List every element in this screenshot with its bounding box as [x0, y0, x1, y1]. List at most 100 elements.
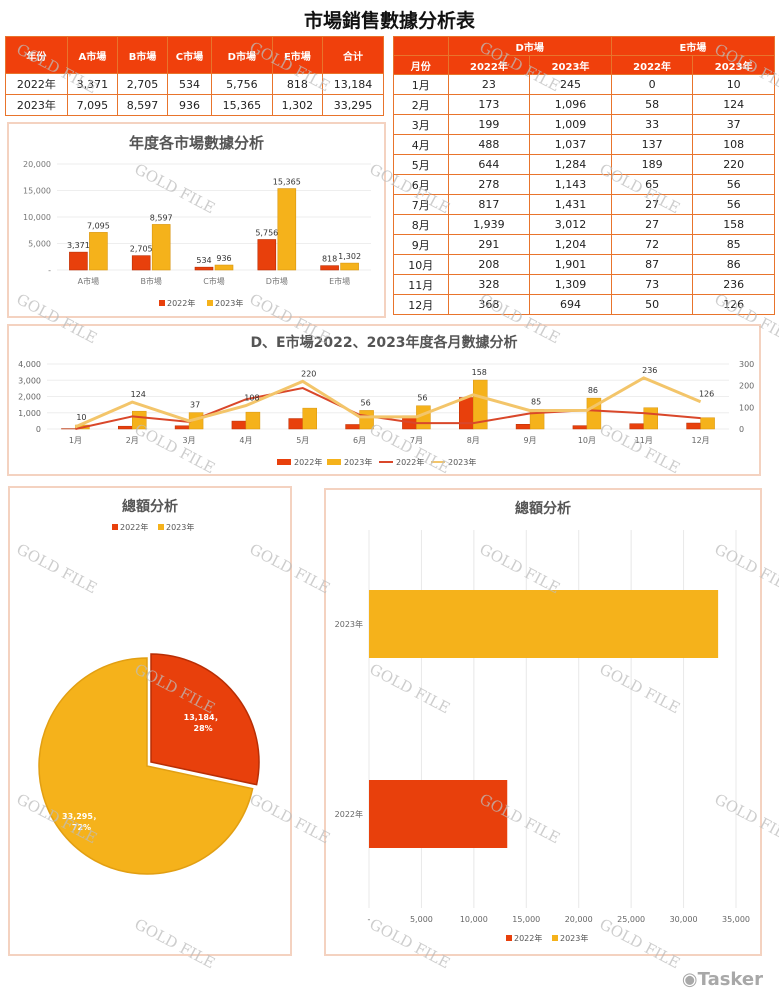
legend-label: 2022年	[396, 457, 424, 467]
data-label: 5,756	[255, 228, 278, 237]
monthly-cell: 10	[692, 74, 775, 95]
monthly-cell: 3月	[393, 114, 449, 135]
monthly-cell: 1,096	[529, 94, 612, 115]
monthly-cell: 189	[610, 154, 694, 175]
monthly-cell: 220	[692, 154, 775, 175]
data-label: 10	[76, 413, 86, 422]
monthly-cell: 488	[447, 134, 531, 155]
monthly-cell: 1,939	[447, 214, 531, 235]
monthly-row: 6月 278 1,143 65 56	[393, 174, 775, 195]
x-tick-label: 3月	[183, 436, 196, 445]
bar	[700, 417, 715, 430]
legend-label: 2023年	[344, 457, 372, 467]
summary-col-header: 合计	[321, 36, 385, 74]
x-tick-label: 4月	[239, 436, 252, 445]
bar	[214, 264, 234, 271]
y-tick-label: 4,000	[18, 360, 41, 369]
data-label: 534	[196, 256, 211, 265]
legend-swatch	[159, 300, 165, 306]
series-line	[74, 376, 702, 429]
monthly-cell: 126	[692, 294, 775, 315]
monthly-cell: 27	[610, 214, 694, 235]
monthly-chart-title: D、E市場2022、2023年度各月數據分析	[250, 335, 518, 351]
y-tick-label: 5,000	[28, 240, 51, 249]
legend-label: 2023年	[215, 298, 243, 308]
summary-row: 2022年 3,371 2,705 534 5,756 818 13,184	[5, 73, 385, 95]
bar	[345, 424, 360, 430]
legend-swatch	[506, 935, 512, 941]
monthly-cell: 8月	[393, 214, 449, 235]
monthly-corner-cell	[393, 36, 449, 56]
monthly-cell: 644	[447, 154, 531, 175]
monthly-row: 2月 173 1,096 58 124	[393, 94, 775, 115]
legend-label: 2022年	[167, 298, 195, 308]
monthly-cell: 6月	[393, 174, 449, 195]
bar	[89, 232, 108, 271]
monthly-cell: 124	[692, 94, 775, 115]
summary-cell: 1,302	[271, 94, 323, 116]
y2-tick-label: 300	[739, 360, 754, 369]
y2-tick-label: 0	[739, 425, 744, 434]
legend-swatch	[158, 524, 164, 530]
monthly-cell: 173	[447, 94, 531, 115]
monthly-cell: 817	[447, 194, 531, 215]
monthly-cell: 0	[610, 74, 694, 95]
legend-label: 2022年	[294, 457, 322, 467]
legend-swatch	[277, 459, 291, 465]
summary-cell: 7,095	[66, 94, 118, 116]
monthly-cell: 37	[692, 114, 775, 135]
data-label: 8,597	[150, 213, 173, 222]
x-tick-label: 20,000	[565, 915, 593, 924]
legend: 2022年 2023年	[159, 298, 243, 308]
d-market-header: D市場	[447, 36, 612, 56]
x-tick-label: 15,000	[512, 915, 540, 924]
data-label: 37	[190, 401, 200, 410]
monthly-cell: 10月	[393, 254, 449, 275]
monthly-cell: 158	[692, 214, 775, 235]
y-tick-label: -	[48, 266, 51, 275]
x-tick-label: E市場	[329, 276, 350, 286]
hbar-chart-title: 總額分析	[515, 501, 571, 517]
data-label: 56	[360, 398, 370, 407]
monthly-cell: 1,309	[529, 274, 612, 295]
x-tick-label: 7月	[410, 436, 423, 445]
summary-col-header: 年份	[5, 36, 68, 74]
x-tick-label: 30,000	[670, 915, 698, 924]
legend: 2022年 2023年	[506, 933, 588, 943]
pie-slice	[38, 657, 254, 875]
monthly-cell: 3,012	[529, 214, 612, 235]
bar	[320, 265, 339, 271]
x-tick-label: 9月	[524, 436, 537, 445]
bar	[572, 425, 588, 430]
x-tick-label: 10,000	[460, 915, 488, 924]
bar	[151, 224, 171, 271]
monthly-cell: 33	[610, 114, 694, 135]
x-tick-label: C市場	[203, 276, 225, 286]
data-label: 158	[472, 368, 487, 377]
bar	[686, 422, 701, 430]
summary-cell: 8,597	[116, 94, 169, 116]
monthly-cell: 108	[692, 134, 775, 155]
monthly-group-header-row: D市場 E市場	[393, 36, 776, 56]
summary-cell: 534	[167, 73, 212, 95]
monthly-cell: 368	[447, 294, 531, 315]
bar	[302, 407, 317, 430]
monthly-cell: 23	[447, 74, 531, 95]
monthly-cell: 7月	[393, 194, 449, 215]
monthly-cell: 85	[692, 234, 775, 255]
legend-swatch	[112, 524, 118, 530]
x-tick-label: 12月	[691, 436, 709, 445]
page-title: 市場銷售數據分析表	[303, 10, 475, 32]
year-header: 2022年	[610, 55, 694, 75]
market-bar-chart-panel: 年度各市場數據分析 - 5,000 10,000 15,000 20,000 3,371 7…	[7, 122, 386, 318]
bar	[359, 410, 374, 430]
summary-cell: 2022年	[5, 73, 68, 95]
monthly-cell: 1,143	[529, 174, 612, 195]
monthly-row: 11月 328 1,309 73 236	[393, 274, 775, 295]
monthly-cell: 4月	[393, 134, 449, 155]
bar	[369, 780, 508, 848]
bar	[340, 262, 359, 271]
data-label: 124	[131, 390, 146, 399]
legend-label: 2023年	[448, 457, 476, 467]
tasker-logo: ◉Tasker	[681, 969, 763, 990]
